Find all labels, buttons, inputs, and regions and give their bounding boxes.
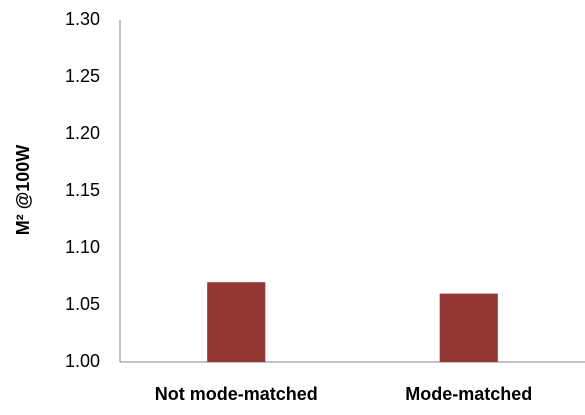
bar bbox=[439, 293, 498, 362]
x-tick-label: Mode-matched bbox=[405, 384, 532, 404]
y-tick-label: 1.30 bbox=[65, 9, 100, 29]
y-tick-label: 1.00 bbox=[65, 351, 100, 371]
y-tick-label: 1.25 bbox=[65, 66, 100, 86]
y-tick-label: 1.15 bbox=[65, 180, 100, 200]
y-axis-label: M² @100W bbox=[13, 145, 33, 236]
x-tick-label: Not mode-matched bbox=[155, 384, 318, 404]
y-tick-label: 1.20 bbox=[65, 123, 100, 143]
bar bbox=[207, 282, 266, 362]
y-tick-label: 1.05 bbox=[65, 294, 100, 314]
y-tick-label: 1.10 bbox=[65, 237, 100, 257]
